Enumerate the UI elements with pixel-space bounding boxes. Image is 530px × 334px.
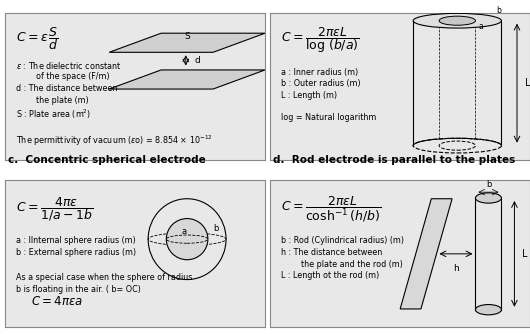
Text: log = Natural logarithm: log = Natural logarithm bbox=[281, 113, 376, 122]
Ellipse shape bbox=[439, 16, 475, 25]
Text: b: b bbox=[496, 6, 501, 15]
Ellipse shape bbox=[475, 193, 501, 203]
Text: a: a bbox=[478, 22, 483, 31]
Text: L : Length ot the rod (m): L : Length ot the rod (m) bbox=[281, 272, 379, 281]
Text: b : External sphere radius (m): b : External sphere radius (m) bbox=[16, 248, 136, 257]
Text: The permittivity of vacuum ($\varepsilon$o) = 8.854 × 10$^{-12}$: The permittivity of vacuum ($\varepsilon… bbox=[16, 134, 213, 148]
Text: h : The distance between: h : The distance between bbox=[281, 248, 382, 257]
Text: S : Plate area (m$^{2}$): S : Plate area (m$^{2}$) bbox=[16, 108, 91, 121]
Polygon shape bbox=[109, 70, 265, 89]
Text: a : lInternal sphere radius (m): a : lInternal sphere radius (m) bbox=[16, 236, 136, 245]
Polygon shape bbox=[400, 199, 452, 309]
Text: the plate (m): the plate (m) bbox=[37, 96, 89, 105]
Text: $C = \dfrac{4\pi\varepsilon}{1/a - 1b}$: $C = \dfrac{4\pi\varepsilon}{1/a - 1b}$ bbox=[16, 195, 93, 223]
Text: As a special case when the sphere of radius: As a special case when the sphere of rad… bbox=[16, 273, 192, 282]
Text: $C = \varepsilon \, \dfrac{S}{d}$: $C = \varepsilon \, \dfrac{S}{d}$ bbox=[16, 25, 58, 52]
Text: d : The distance between: d : The distance between bbox=[16, 84, 117, 93]
Text: of the space (F/m): of the space (F/m) bbox=[37, 72, 110, 81]
Text: b is floating in the air. ( b= OC): b is floating in the air. ( b= OC) bbox=[16, 285, 140, 294]
Text: b : Outer radius (m): b : Outer radius (m) bbox=[281, 79, 360, 89]
Polygon shape bbox=[109, 33, 265, 52]
Ellipse shape bbox=[413, 138, 501, 153]
Ellipse shape bbox=[413, 13, 501, 28]
Text: d.  Rod electrode is parallel to the plates: d. Rod electrode is parallel to the plat… bbox=[273, 155, 515, 165]
Text: b: b bbox=[486, 180, 491, 189]
Text: b : Rod (Cylindrical radius) (m): b : Rod (Cylindrical radius) (m) bbox=[281, 236, 404, 245]
Text: $C = 4\pi\varepsilon a$: $C = 4\pi\varepsilon a$ bbox=[31, 295, 83, 308]
Text: $\varepsilon$ : The dielectric constant: $\varepsilon$ : The dielectric constant bbox=[16, 60, 121, 71]
Text: $C = \dfrac{2\pi\varepsilon L}{\log\,(b/a)}$: $C = \dfrac{2\pi\varepsilon L}{\log\,(b/… bbox=[281, 25, 359, 55]
Text: a: a bbox=[182, 227, 187, 236]
Text: L: L bbox=[522, 249, 528, 259]
Text: d: d bbox=[195, 56, 201, 65]
Text: c.  Concentric spherical electrode: c. Concentric spherical electrode bbox=[8, 155, 206, 165]
Ellipse shape bbox=[475, 305, 501, 315]
Text: a : Inner radius (m): a : Inner radius (m) bbox=[281, 68, 358, 77]
Text: $C = \dfrac{2\pi\varepsilon L}{\cosh^{-1}(h/b)}$: $C = \dfrac{2\pi\varepsilon L}{\cosh^{-1… bbox=[281, 195, 381, 224]
Text: L : Length (m): L : Length (m) bbox=[281, 91, 337, 100]
Text: L: L bbox=[525, 78, 530, 88]
Text: b: b bbox=[213, 224, 218, 233]
Ellipse shape bbox=[166, 218, 208, 260]
Text: S: S bbox=[184, 32, 190, 41]
Text: the plate and the rod (m): the plate and the rod (m) bbox=[302, 260, 403, 269]
Text: h: h bbox=[453, 264, 459, 273]
